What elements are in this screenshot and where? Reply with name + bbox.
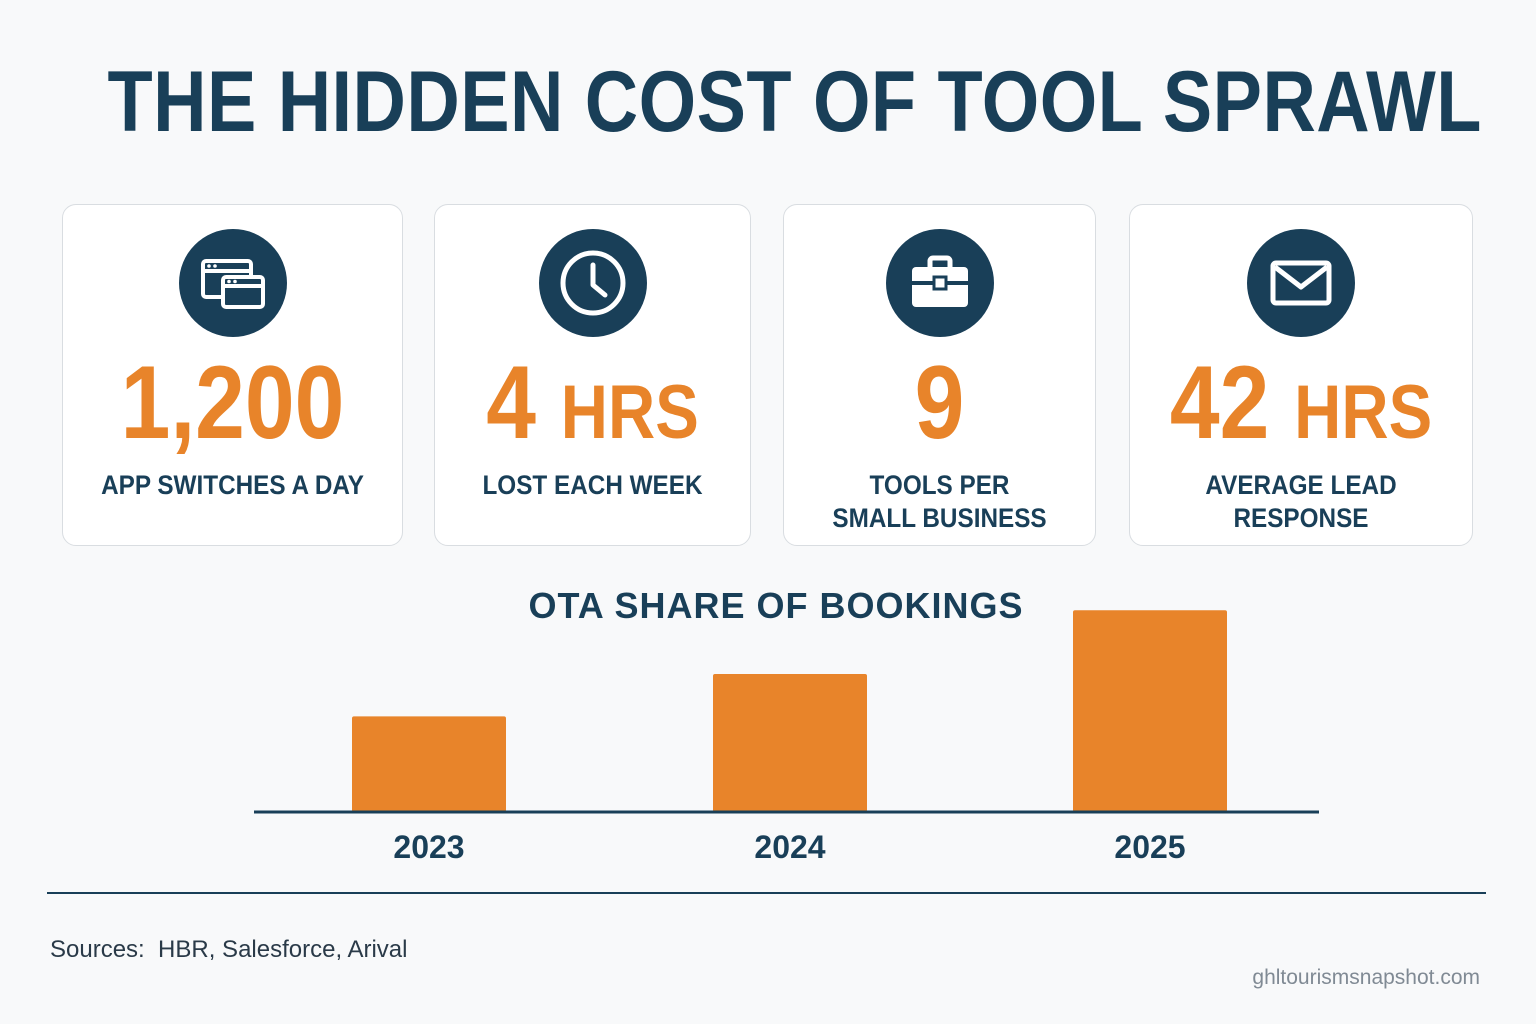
x-tick-label: 2024 <box>754 829 825 865</box>
stat-card-hours-lost: 4 HRS LOST EACH WEEK <box>434 204 751 546</box>
stat-card-lead-response: 42 HRS AVERAGE LEAD RESPONSE <box>1129 204 1473 546</box>
clock-icon <box>538 229 647 337</box>
x-tick-label: 2023 <box>393 829 464 865</box>
stat-value: 4 HRS <box>486 345 699 461</box>
bar-2023 <box>352 716 506 812</box>
sources-note: Sources: HBR, Salesforce, Arival <box>50 936 408 963</box>
briefcase-icon <box>885 229 994 337</box>
bar-2024 <box>713 673 867 812</box>
stat-value: 42 HRS <box>1169 345 1433 461</box>
stat-unit: HRS <box>560 370 699 455</box>
site-url: ghltourismsnapshot.com <box>1252 966 1480 989</box>
stat-unit: HRS <box>1294 370 1433 455</box>
stat-card-tools: 9 TOOLS PER SMALL BUSINESS <box>783 204 1096 546</box>
divider <box>47 892 1486 894</box>
stat-label: TOOLS PER SMALL BUSINESS <box>832 470 1047 533</box>
stat-label: LOST EACH WEEK <box>482 470 703 500</box>
chart-title: OTA SHARE OF BOOKINGS <box>528 585 1024 626</box>
stat-value: 9 <box>914 345 965 461</box>
stat-label: AVERAGE LEAD RESPONSE <box>1205 470 1397 533</box>
envelope-icon <box>1247 229 1355 337</box>
stat-value: 1,200 <box>120 345 345 461</box>
bar-2025 <box>1073 610 1227 812</box>
x-tick-label: 2025 <box>1114 829 1185 865</box>
stat-card-app-switches: 1,200 APP SWITCHES A DAY <box>62 204 403 546</box>
page-title: THE HIDDEN COST OF TOOL SPRAWL <box>107 54 1482 150</box>
browser-windows-icon <box>178 229 287 337</box>
stat-label: APP SWITCHES A DAY <box>101 470 364 500</box>
